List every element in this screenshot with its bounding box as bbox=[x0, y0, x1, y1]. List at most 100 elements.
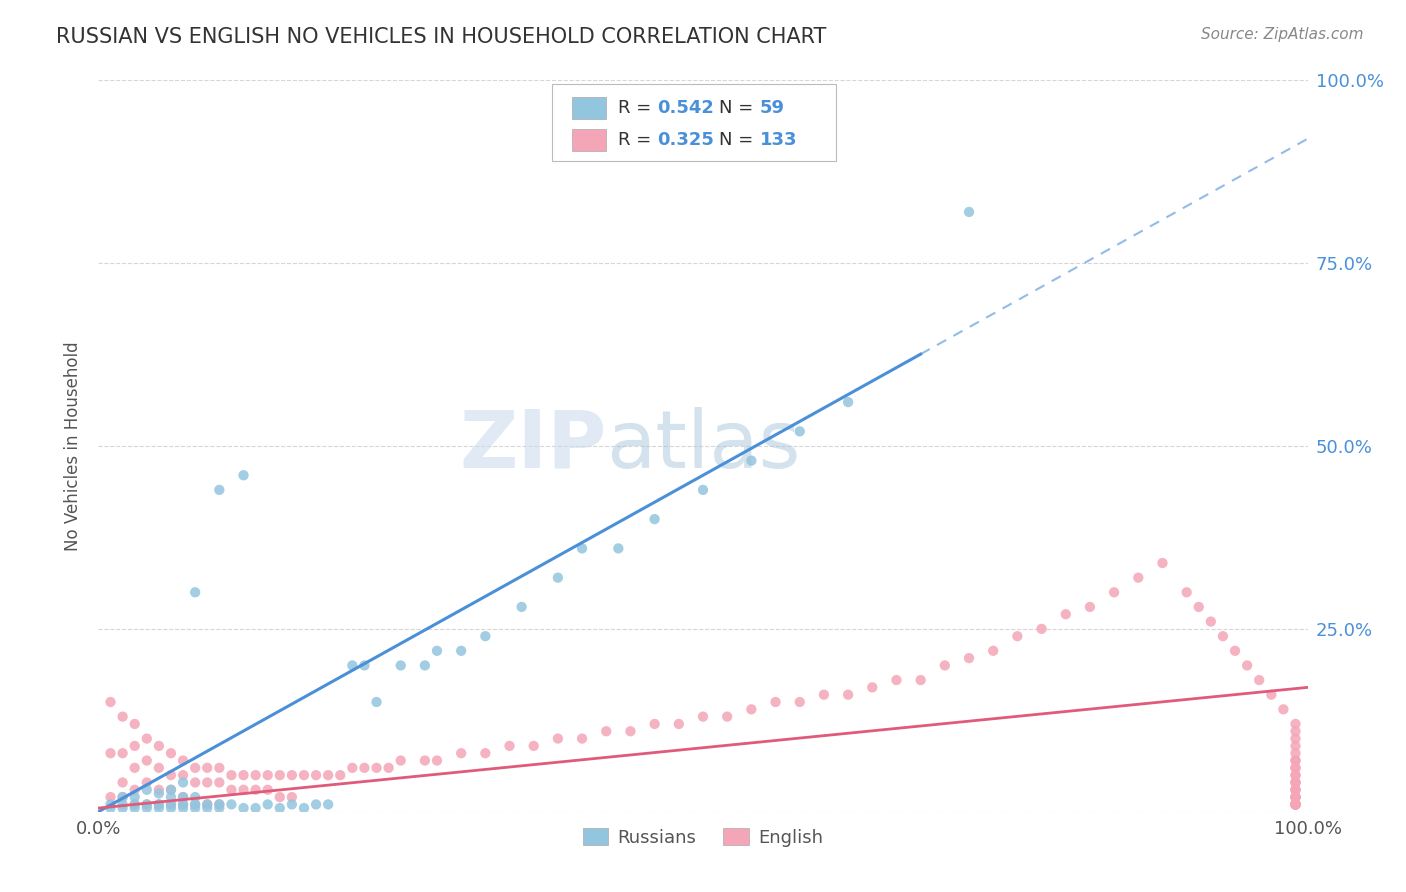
Point bbox=[208, 797, 231, 812]
Point bbox=[184, 775, 207, 789]
Point bbox=[160, 797, 183, 812]
Point bbox=[1284, 797, 1306, 812]
Point bbox=[692, 483, 714, 497]
Point bbox=[124, 797, 146, 812]
Point bbox=[1249, 673, 1271, 687]
Point bbox=[329, 768, 352, 782]
Point bbox=[305, 768, 328, 782]
Point bbox=[100, 695, 122, 709]
Point bbox=[160, 746, 183, 760]
Point bbox=[281, 797, 304, 812]
Point bbox=[172, 790, 194, 805]
Point bbox=[523, 739, 546, 753]
Point bbox=[813, 688, 835, 702]
Point bbox=[789, 695, 811, 709]
Point bbox=[1284, 797, 1306, 812]
Point bbox=[1284, 797, 1306, 812]
Point bbox=[256, 768, 278, 782]
Point bbox=[221, 768, 243, 782]
Point bbox=[245, 801, 267, 815]
Point bbox=[208, 483, 231, 497]
FancyBboxPatch shape bbox=[572, 128, 606, 151]
Point bbox=[184, 761, 207, 775]
Point bbox=[1284, 746, 1306, 760]
Point bbox=[172, 768, 194, 782]
Point bbox=[619, 724, 641, 739]
Point bbox=[245, 782, 267, 797]
Point bbox=[934, 658, 956, 673]
Point bbox=[124, 790, 146, 805]
Point bbox=[644, 512, 666, 526]
Point bbox=[426, 644, 449, 658]
Point bbox=[981, 644, 1004, 658]
Point bbox=[413, 754, 436, 768]
Point bbox=[1284, 761, 1306, 775]
Point bbox=[1284, 768, 1306, 782]
Point bbox=[172, 775, 194, 789]
Point bbox=[221, 797, 243, 812]
Point bbox=[1284, 782, 1306, 797]
Point bbox=[172, 797, 194, 812]
Point bbox=[1284, 717, 1306, 731]
Point bbox=[135, 775, 157, 789]
Point bbox=[957, 651, 980, 665]
Point bbox=[389, 658, 412, 673]
Point bbox=[450, 746, 472, 760]
Point bbox=[160, 782, 183, 797]
Point bbox=[1078, 599, 1101, 614]
Point bbox=[232, 782, 254, 797]
Text: 0.325: 0.325 bbox=[657, 131, 714, 149]
Point bbox=[1260, 688, 1282, 702]
Point bbox=[232, 801, 254, 815]
Point bbox=[256, 797, 278, 812]
Point bbox=[172, 801, 194, 815]
Point bbox=[195, 797, 218, 812]
Text: ZIP: ZIP bbox=[458, 407, 606, 485]
Point bbox=[1284, 754, 1306, 768]
Point bbox=[135, 797, 157, 812]
Point bbox=[316, 797, 339, 812]
Text: R =: R = bbox=[619, 99, 658, 118]
Point bbox=[716, 709, 738, 723]
Text: N =: N = bbox=[718, 99, 759, 118]
Point bbox=[135, 731, 157, 746]
Point bbox=[184, 797, 207, 812]
Point bbox=[111, 775, 134, 789]
Point bbox=[1223, 644, 1246, 658]
Point bbox=[860, 681, 883, 695]
Point bbox=[1284, 775, 1306, 789]
Point bbox=[1199, 615, 1222, 629]
Point bbox=[100, 797, 122, 812]
Point bbox=[1175, 585, 1198, 599]
Point bbox=[1284, 768, 1306, 782]
Point bbox=[208, 801, 231, 815]
Point bbox=[547, 731, 569, 746]
Point bbox=[256, 782, 278, 797]
Point bbox=[1284, 797, 1306, 812]
Point bbox=[1272, 702, 1295, 716]
Legend: Russians, English: Russians, English bbox=[576, 822, 830, 854]
Point bbox=[342, 761, 364, 775]
Point bbox=[595, 724, 617, 739]
Point bbox=[269, 801, 291, 815]
Point bbox=[789, 425, 811, 439]
Point bbox=[450, 644, 472, 658]
Point bbox=[124, 801, 146, 815]
Point bbox=[111, 709, 134, 723]
Text: R =: R = bbox=[619, 131, 658, 149]
Point bbox=[1031, 622, 1053, 636]
Point bbox=[510, 599, 533, 614]
Point bbox=[208, 761, 231, 775]
Point bbox=[1152, 556, 1174, 570]
Point bbox=[1284, 790, 1306, 805]
Point bbox=[195, 801, 218, 815]
Point bbox=[208, 797, 231, 812]
Point bbox=[474, 746, 496, 760]
Point bbox=[353, 658, 375, 673]
Text: 133: 133 bbox=[759, 131, 797, 149]
Point bbox=[111, 801, 134, 815]
Point bbox=[148, 739, 170, 753]
Point bbox=[160, 801, 183, 815]
Point bbox=[195, 775, 218, 789]
Point bbox=[910, 673, 932, 687]
